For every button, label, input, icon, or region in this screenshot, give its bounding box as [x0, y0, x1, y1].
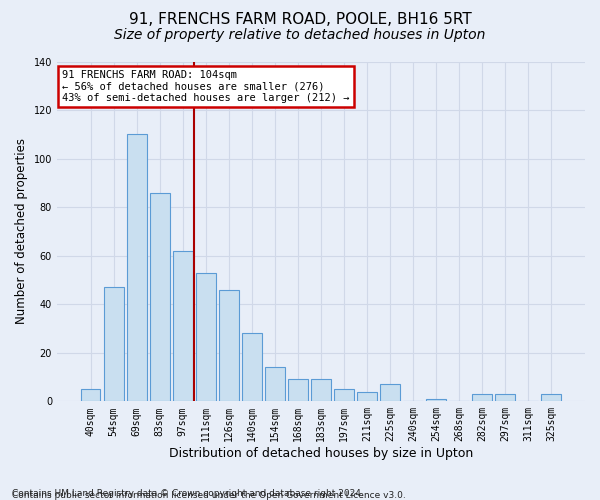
Y-axis label: Number of detached properties: Number of detached properties: [15, 138, 28, 324]
Text: 91, FRENCHS FARM ROAD, POOLE, BH16 5RT: 91, FRENCHS FARM ROAD, POOLE, BH16 5RT: [128, 12, 472, 28]
Bar: [242, 334, 262, 402]
Text: Contains HM Land Registry data © Crown copyright and database right 2024.: Contains HM Land Registry data © Crown c…: [12, 488, 364, 498]
Bar: [81, 389, 100, 402]
Bar: [104, 287, 124, 402]
Bar: [496, 394, 515, 402]
Text: Size of property relative to detached houses in Upton: Size of property relative to detached ho…: [115, 28, 485, 42]
Bar: [311, 380, 331, 402]
Text: Contains public sector information licensed under the Open Government Licence v3: Contains public sector information licen…: [12, 491, 406, 500]
Bar: [265, 368, 284, 402]
Bar: [173, 251, 193, 402]
Bar: [357, 392, 377, 402]
Bar: [541, 394, 561, 402]
Bar: [196, 272, 215, 402]
Bar: [472, 394, 492, 402]
X-axis label: Distribution of detached houses by size in Upton: Distribution of detached houses by size …: [169, 447, 473, 460]
Bar: [219, 290, 239, 402]
Bar: [334, 389, 354, 402]
Bar: [288, 380, 308, 402]
Bar: [426, 399, 446, 402]
Bar: [150, 192, 170, 402]
Text: 91 FRENCHS FARM ROAD: 104sqm
← 56% of detached houses are smaller (276)
43% of s: 91 FRENCHS FARM ROAD: 104sqm ← 56% of de…: [62, 70, 350, 103]
Bar: [127, 134, 146, 402]
Bar: [380, 384, 400, 402]
